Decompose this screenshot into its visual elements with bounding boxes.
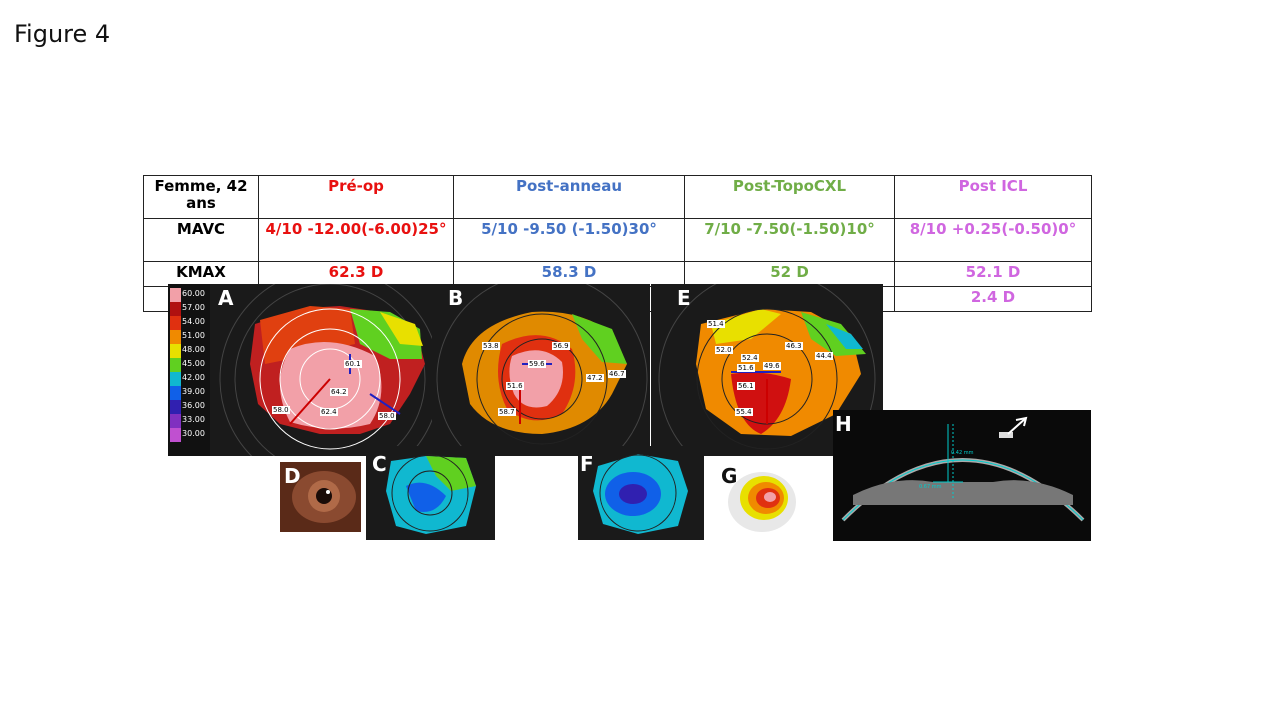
scale-label: 60.00 [182, 289, 205, 298]
scale-label: 30.00 [182, 429, 205, 438]
panel-e-label: E [677, 286, 691, 310]
table-row: Femme, 42 ans Pré-op Post-anneau Post-To… [143, 175, 1092, 219]
kmax-post-topocxl: 52 D [684, 261, 895, 287]
scale-label: 33.00 [182, 415, 205, 424]
value-label: 58.7 [498, 408, 516, 416]
scale-swatch [170, 428, 181, 442]
table-row: MAVC 4/10 -12.00(-6.00)25° 5/10 -9.50 (-… [143, 218, 1092, 262]
value-label: 47.2 [586, 374, 604, 382]
mavc-label: MAVC [143, 218, 259, 262]
value-label: 53.8 [482, 342, 500, 350]
table-row: KMAX 62.3 D 58.3 D 52 D 52.1 D [143, 261, 1092, 287]
value-label: 56.9 [552, 342, 570, 350]
topography-map-a [219, 284, 432, 456]
value-label: 60.1 [344, 360, 362, 368]
3d-elevation-map [728, 472, 796, 532]
scale-swatch [170, 330, 181, 344]
value-label: 51.6 [737, 364, 755, 372]
scale-swatch [170, 400, 181, 414]
kmax-post-icl: 52.1 D [894, 261, 1092, 287]
value-label: 56.1 [737, 382, 755, 390]
topography-map-c [386, 454, 476, 534]
mavc-post-anneau: 5/10 -9.50 (-1.50)30° [453, 218, 685, 262]
scale-swatch [170, 372, 181, 386]
scale-label: 42.00 [182, 373, 205, 382]
value-label: 46.3 [785, 342, 803, 350]
panel-d-eye-photo: D [280, 462, 361, 532]
oct-measurement-2: 0.67 mm [919, 484, 942, 490]
value-label: 59.6 [528, 360, 546, 368]
oct-scan [841, 416, 1085, 522]
kmax-label: KMAX [143, 261, 259, 287]
value-label: 55.4 [735, 408, 753, 416]
scale-label: 57.00 [182, 303, 205, 312]
value-label: 52.4 [741, 354, 759, 362]
value-label: 51.4 [707, 320, 725, 328]
panel-g-label: G [721, 464, 738, 488]
panel-f-label: F [580, 452, 594, 476]
value-label: 51.6 [506, 382, 524, 390]
figure-title: Figure 4 [14, 20, 111, 48]
header-preop: Pré-op [258, 175, 454, 219]
value-label: 44.4 [815, 352, 833, 360]
header-post-anneau: Post-anneau [453, 175, 685, 219]
value-label: 46.7 [608, 370, 626, 378]
scale-label: 45.00 [182, 359, 205, 368]
value-label: 64.2 [330, 388, 348, 396]
mavc-post-topocxl: 7/10 -7.50(-1.50)10° [684, 218, 895, 262]
kmax-preop: 62.3 D [258, 261, 454, 287]
panel-a-topography: A 60.1 64.2 58.0 62.4 58.0 [210, 284, 432, 456]
scale-swatch [170, 344, 181, 358]
topography-map-b [436, 284, 648, 456]
value-label: 58.0 [272, 406, 290, 414]
panel-a-label: A [218, 286, 234, 310]
scale-swatch [170, 358, 181, 372]
scale-label: 36.00 [182, 401, 205, 410]
panel-b-label: B [448, 286, 464, 310]
oct-measurement-1: 0.42 mm [951, 450, 974, 456]
panel-g-3d-map: G [718, 460, 802, 538]
scale-label: 51.00 [182, 331, 205, 340]
scale-label: 48.00 [182, 345, 205, 354]
panel-b-topography: B 53.8 59.6 56.9 51.6 47.2 46.7 58.7 [432, 284, 650, 456]
scale-swatch [170, 414, 181, 428]
panel-c-label: C [372, 452, 387, 476]
topography-map-f [593, 454, 688, 534]
header-post-icl: Post ICL [894, 175, 1092, 219]
header-post-topocxl: Post-TopoCXL [684, 175, 895, 219]
kmax-post-anneau: 58.3 D [453, 261, 685, 287]
patient-label: Femme, 42 ans [143, 175, 259, 219]
value-label: 62.4 [320, 408, 338, 416]
mavc-post-icl: 8/10 +0.25(-0.50)0° [894, 218, 1092, 262]
value-label: 49.6 [763, 362, 781, 370]
value-label: 58.0 [378, 412, 396, 420]
row4-post-icl: 2.4 D [894, 286, 1092, 312]
scale-swatch [170, 316, 181, 330]
scale-swatch [170, 386, 181, 400]
value-label: 52.0 [715, 346, 733, 354]
color-scale: 60.00 57.00 54.00 51.00 48.00 45.00 42.0… [168, 284, 219, 456]
eye-photo [292, 471, 356, 523]
scale-label: 39.00 [182, 387, 205, 396]
scale-swatch [170, 302, 181, 316]
panel-d-label: D [284, 464, 301, 488]
panel-h-oct-scan: H 0.42 mm 0.67 mm [833, 410, 1091, 541]
scale-label: 54.00 [182, 317, 205, 326]
panel-f-topography: F [578, 446, 704, 540]
mavc-preop: 4/10 -12.00(-6.00)25° [258, 218, 454, 262]
panel-h-label: H [835, 412, 852, 436]
scale-swatch [170, 288, 181, 302]
panel-c-topography: C [366, 446, 495, 540]
